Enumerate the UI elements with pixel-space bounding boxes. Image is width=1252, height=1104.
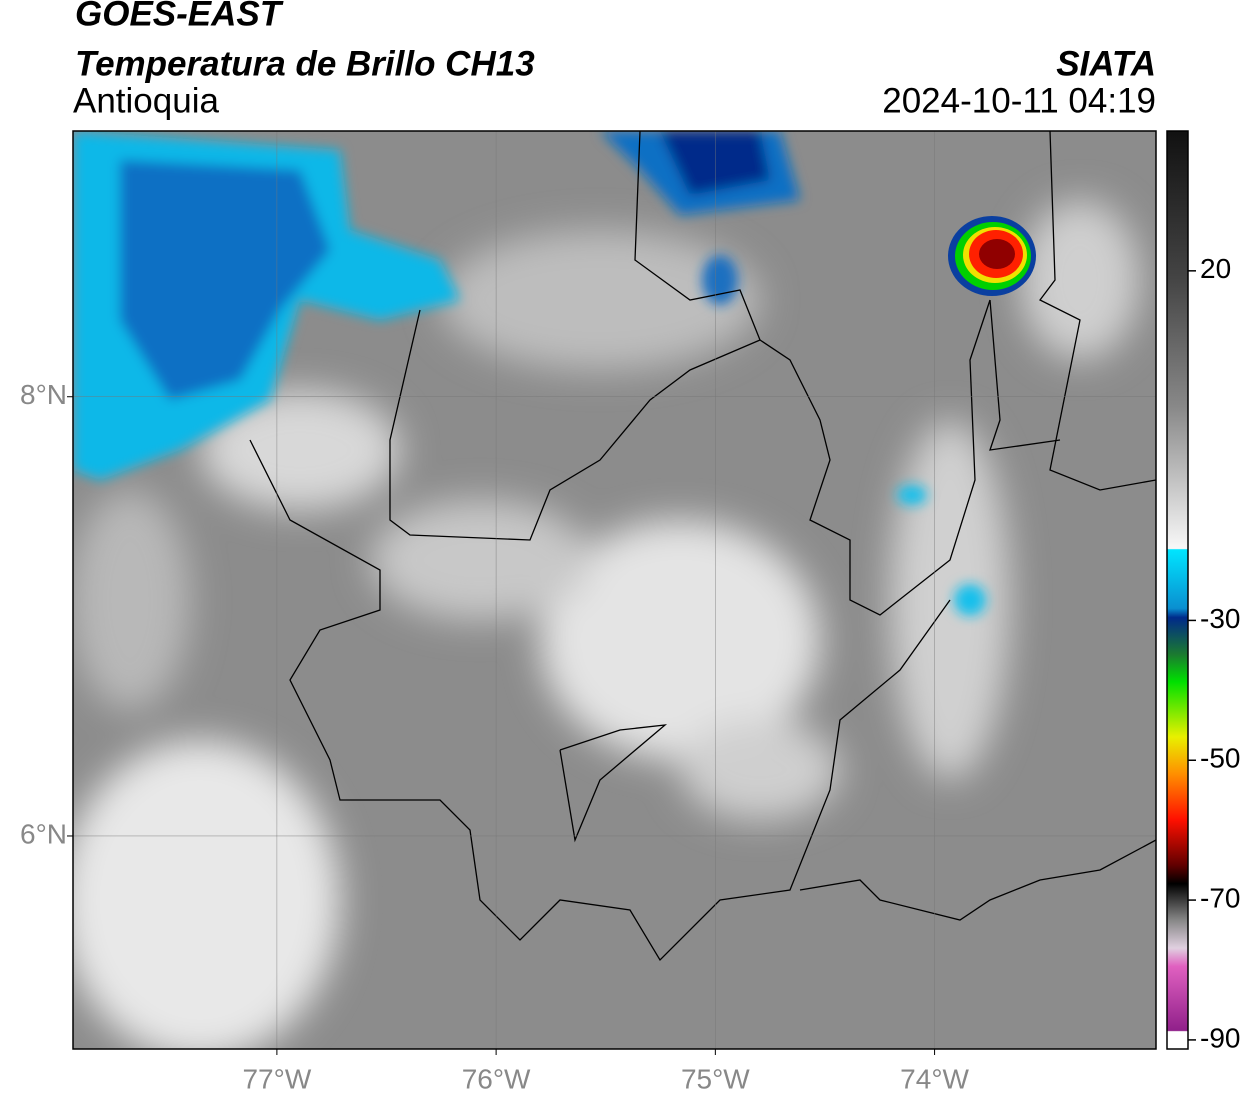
boundaries (249, 131, 1156, 962)
colorbar-tick-label: -30 (1200, 603, 1240, 634)
x-tick-label: 77°W (242, 1063, 311, 1094)
colorbar-tick-label: -50 (1200, 743, 1240, 774)
colorbar-tick-label: -90 (1200, 1022, 1240, 1053)
colorbar-tick-label: -70 (1200, 882, 1240, 913)
datetime: 2024-10-11 04:19 (882, 81, 1156, 120)
colorbar (1166, 130, 1189, 1050)
source: SIATA (1056, 44, 1156, 83)
x-tick-label: 74°W (900, 1063, 969, 1094)
ticks: 77°W 76°W 75°W 74°W 6°N 8°N 20 -30 -50 -70 -90 (20, 253, 1240, 1094)
satellite-image (73, 131, 1156, 1049)
title: GOES-EAST (75, 0, 284, 33)
x-tick-label: 75°W (681, 1063, 750, 1094)
map-frame (72, 130, 1157, 1050)
storm-cell (948, 216, 1036, 296)
y-tick-label: 6°N (20, 818, 67, 849)
y-tick-label: 8°N (20, 379, 67, 410)
colorbar-tick-label: 20 (1200, 253, 1231, 284)
x-tick-label: 76°W (462, 1063, 531, 1094)
grid (73, 131, 1156, 1049)
region: Antioquia (73, 81, 219, 120)
subtitle: Temperatura de Brillo CH13 (75, 44, 535, 83)
